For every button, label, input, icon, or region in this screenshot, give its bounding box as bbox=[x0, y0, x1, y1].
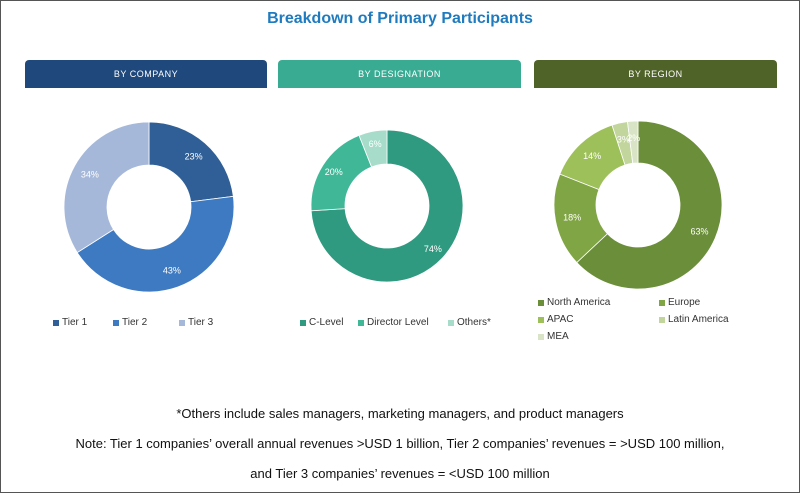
slice-north-america bbox=[576, 120, 723, 290]
legend-swatch bbox=[358, 319, 364, 326]
data-label: 3% bbox=[617, 135, 630, 145]
slice-c-level bbox=[310, 129, 464, 283]
legend-item: Tier 1 bbox=[53, 317, 87, 328]
data-label: 34% bbox=[81, 169, 99, 179]
footnote-tier3: and Tier 3 companies’ revenues = <USD 10… bbox=[250, 466, 550, 481]
legend-item: Tier 3 bbox=[179, 317, 213, 328]
header-by-designation: BY DESIGNATION bbox=[278, 60, 521, 88]
legend-item: Tier 2 bbox=[113, 317, 147, 328]
data-label: 43% bbox=[163, 266, 181, 276]
legend-swatch bbox=[538, 299, 544, 306]
legend-label: MEA bbox=[547, 331, 569, 342]
data-label: 2% bbox=[627, 133, 640, 143]
legend-swatch bbox=[53, 319, 59, 326]
legend-label: Director Level bbox=[367, 317, 429, 328]
legend-item: MEA bbox=[538, 331, 569, 342]
slice-tier-1 bbox=[148, 121, 234, 203]
legend-item: Europe bbox=[659, 297, 700, 308]
legend-swatch bbox=[448, 319, 454, 326]
legend-swatch bbox=[300, 319, 306, 326]
legend-swatch bbox=[113, 319, 119, 326]
legend-label: North America bbox=[547, 297, 611, 308]
legend-swatch bbox=[179, 319, 185, 326]
slice-mea bbox=[627, 120, 639, 164]
legend-item: Latin America bbox=[659, 314, 729, 325]
legend-label: Europe bbox=[668, 297, 701, 308]
slice-tier-3 bbox=[63, 121, 150, 254]
data-label: 74% bbox=[424, 244, 442, 254]
legend-item: C-Level bbox=[300, 317, 343, 328]
legend-label: Tier 1 bbox=[62, 317, 88, 328]
data-label: 14% bbox=[583, 151, 601, 161]
legend-label: Tier 2 bbox=[122, 317, 148, 328]
header-by-company: BY COMPANY bbox=[25, 60, 267, 88]
legend-label: APAC bbox=[547, 314, 574, 325]
legend-label: Latin America bbox=[668, 314, 729, 325]
legend-swatch bbox=[659, 299, 665, 306]
data-label: 18% bbox=[563, 213, 581, 223]
slice-others- bbox=[358, 129, 388, 168]
legend-label: Others* bbox=[457, 317, 491, 328]
data-label: 6% bbox=[369, 139, 382, 149]
header-by-region: BY REGION bbox=[534, 60, 777, 88]
footnote-tiers: Note: Tier 1 companies’ overall annual r… bbox=[75, 436, 725, 451]
slice-tier-2 bbox=[76, 195, 235, 293]
data-label: 63% bbox=[690, 227, 708, 237]
legend-item: North America bbox=[538, 297, 610, 308]
footnote-others: *Others include sales managers, marketin… bbox=[176, 406, 624, 421]
chart-title: Breakdown of Primary Participants bbox=[267, 10, 533, 27]
legend-swatch bbox=[538, 316, 544, 323]
legend-item: Director Level bbox=[358, 317, 429, 328]
legend-swatch bbox=[538, 333, 544, 340]
legend-item: Others* bbox=[448, 317, 491, 328]
data-label: 20% bbox=[325, 167, 343, 177]
legend-swatch bbox=[659, 316, 665, 323]
legend-label: C-Level bbox=[309, 317, 344, 328]
legend-item: APAC bbox=[538, 314, 574, 325]
data-label: 23% bbox=[185, 151, 203, 161]
legend-label: Tier 3 bbox=[188, 317, 214, 328]
